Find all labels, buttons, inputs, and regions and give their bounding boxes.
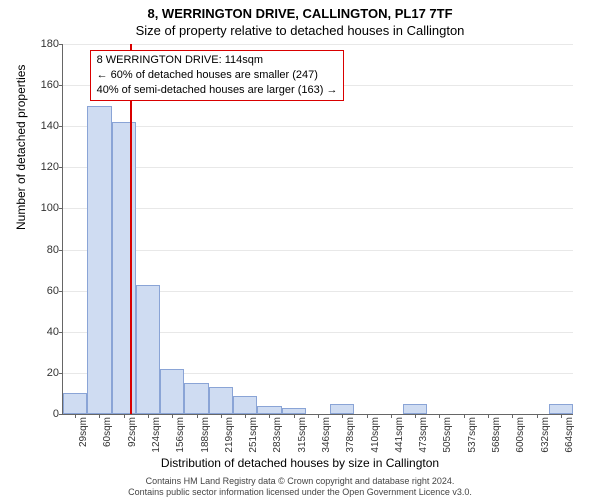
ytick-label: 100 [41,202,59,214]
xtick-label: 410sqm [370,417,381,453]
histogram-bar [112,122,136,414]
histogram-bar [63,393,87,414]
histogram-bar [233,396,257,415]
chart-container: 8, WERRINGTON DRIVE, CALLINGTON, PL17 7T… [0,0,600,500]
ytick-label: 0 [53,408,59,420]
annotation-line1: 8 WERRINGTON DRIVE: 114sqm [97,53,338,68]
xtick-mark [464,414,465,418]
xtick-mark [512,414,513,418]
y-axis-label: Number of detached properties [14,65,28,230]
annotation-box: 8 WERRINGTON DRIVE: 114sqm← 60% of detac… [90,50,345,101]
xtick-label: 346sqm [321,417,332,453]
xtick-label: 664sqm [564,417,575,453]
histogram-bar [184,383,208,414]
xtick-mark [197,414,198,418]
histogram-bar [403,404,427,414]
xtick-label: 29sqm [78,417,89,447]
plot-area: 02040608010012014016018029sqm60sqm92sqm1… [62,44,573,415]
ytick-label: 20 [47,367,59,379]
title-block: 8, WERRINGTON DRIVE, CALLINGTON, PL17 7T… [0,0,600,38]
xtick-mark [367,414,368,418]
ytick-mark [59,250,63,251]
xtick-mark [172,414,173,418]
footer: Contains HM Land Registry data © Crown c… [0,476,600,498]
xtick-mark [391,414,392,418]
x-axis-label: Distribution of detached houses by size … [0,456,600,470]
title-sub: Size of property relative to detached ho… [0,23,600,38]
xtick-mark [537,414,538,418]
ytick-label: 160 [41,79,59,91]
ytick-label: 60 [47,285,59,297]
gridline [63,208,573,209]
xtick-mark [318,414,319,418]
ytick-mark [59,44,63,45]
xtick-label: 378sqm [345,417,356,453]
xtick-mark [148,414,149,418]
xtick-label: 505sqm [442,417,453,453]
xtick-mark [269,414,270,418]
ytick-label: 120 [41,161,59,173]
xtick-label: 92sqm [127,417,138,447]
xtick-label: 60sqm [102,417,113,447]
ytick-label: 180 [41,38,59,50]
histogram-bar [549,404,573,414]
xtick-label: 568sqm [491,417,502,453]
xtick-mark [342,414,343,418]
ytick-mark [59,332,63,333]
gridline [63,250,573,251]
xtick-label: 283sqm [272,417,283,453]
title-main: 8, WERRINGTON DRIVE, CALLINGTON, PL17 7T… [0,6,600,21]
histogram-bar [330,404,354,414]
ytick-mark [59,208,63,209]
xtick-mark [99,414,100,418]
xtick-mark [75,414,76,418]
ytick-mark [59,291,63,292]
xtick-label: 188sqm [200,417,211,453]
xtick-mark [415,414,416,418]
ytick-label: 40 [47,326,59,338]
gridline [63,126,573,127]
xtick-mark [294,414,295,418]
xtick-label: 251sqm [248,417,259,453]
histogram-bar [209,387,233,414]
xtick-label: 473sqm [418,417,429,453]
xtick-label: 156sqm [175,417,186,453]
xtick-mark [439,414,440,418]
footer-line1: Contains HM Land Registry data © Crown c… [0,476,600,487]
ytick-mark [59,167,63,168]
footer-line2: Contains public sector information licen… [0,487,600,498]
xtick-mark [221,414,222,418]
histogram-bar [160,369,184,414]
xtick-label: 600sqm [515,417,526,453]
gridline [63,44,573,45]
xtick-label: 537sqm [467,417,478,453]
xtick-mark [561,414,562,418]
histogram-bar [136,285,160,415]
ytick-mark [59,85,63,86]
xtick-label: 632sqm [540,417,551,453]
xtick-label: 315sqm [297,417,308,453]
ytick-mark [59,373,63,374]
gridline [63,167,573,168]
xtick-mark [488,414,489,418]
xtick-label: 441sqm [394,417,405,453]
xtick-label: 124sqm [151,417,162,453]
xtick-mark [245,414,246,418]
xtick-label: 219sqm [224,417,235,453]
ytick-mark [59,414,63,415]
annotation-line2: ← 60% of detached houses are smaller (24… [97,68,338,83]
ytick-mark [59,126,63,127]
xtick-mark [124,414,125,418]
ytick-label: 80 [47,244,59,256]
histogram-bar [257,406,281,414]
histogram-bar [87,106,111,414]
annotation-line3: 40% of semi-detached houses are larger (… [97,83,338,98]
ytick-label: 140 [41,120,59,132]
